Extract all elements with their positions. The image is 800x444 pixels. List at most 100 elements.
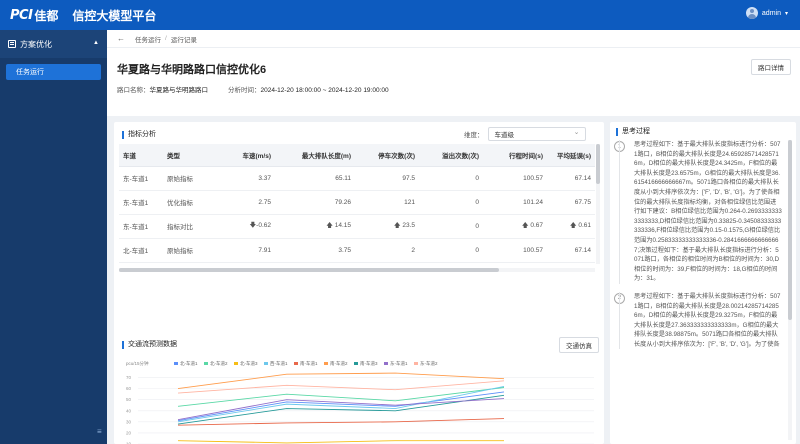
thinking-scrollbar[interactable] bbox=[788, 140, 792, 440]
col-type: 类型 bbox=[163, 144, 219, 167]
table-vertical-scrollbar[interactable] bbox=[596, 144, 600, 264]
back-arrow-icon[interactable]: ← bbox=[117, 34, 125, 43]
dimension-filter: 维度： 车道级 bbox=[464, 127, 586, 141]
chevron-down-icon[interactable]: ▾ bbox=[784, 10, 788, 17]
breadcrumb-item-task-run[interactable]: 任务运行 bbox=[135, 36, 161, 44]
traffic-simulation-button[interactable]: 交通仿真 bbox=[559, 337, 599, 353]
dimension-select[interactable]: 车道级 bbox=[487, 127, 586, 141]
legend-label: 南-车道1 bbox=[300, 360, 318, 367]
legend-swatch bbox=[294, 362, 298, 365]
cell-type: 原始指标 bbox=[163, 166, 219, 191]
legend-swatch bbox=[354, 362, 358, 365]
table-row: 北-车道1 原始指标 7.91 3.75 2 0 100.57 67.14 bbox=[119, 238, 595, 263]
table-header-row: 车道 类型 车速(m/s) 最大排队长度(m) 停车次数(次) 溢出次数(次) … bbox=[119, 144, 595, 167]
arrow-down-icon: 🡇 bbox=[249, 221, 257, 229]
col-speed: 车速(m/s) bbox=[219, 144, 275, 167]
cell-queue: 🡅 14.15 bbox=[275, 214, 355, 239]
cell-type: 原始指标 bbox=[163, 238, 219, 263]
cell-speed: 🡇-0.62 bbox=[219, 214, 275, 239]
cell-lane: 东-车道1 bbox=[119, 190, 163, 215]
legend-swatch bbox=[324, 362, 328, 365]
cell-stops-value: 23.5 bbox=[402, 221, 415, 229]
chart-y-tick-label: 40 bbox=[126, 408, 132, 413]
cell-delay: 67.75 bbox=[547, 190, 595, 215]
scrollbar-thumb[interactable] bbox=[119, 268, 499, 272]
scrollbar-thumb[interactable] bbox=[788, 140, 792, 320]
legend-swatch bbox=[384, 362, 388, 365]
chevron-up-icon[interactable]: ▲ bbox=[93, 40, 99, 46]
breadcrumb-item-run-record: 运行记录 bbox=[170, 36, 197, 44]
cell-lane: 东-车道1 bbox=[119, 214, 163, 239]
cell-travel-value: 0.67 bbox=[530, 221, 543, 229]
col-delay: 平均延误(s) bbox=[547, 144, 595, 167]
thinking-list: 1 思考过程如下：基于最大排队长度指标进行分析：5071路口，B相位的最大排队长… bbox=[614, 140, 782, 442]
chart-y-axis-label: pcu/15分钟 bbox=[126, 360, 149, 367]
page-meta: 路口名称：华夏路与华明路路口 分析时间：2024-12-20 18:00:00 … bbox=[117, 84, 389, 94]
series-line bbox=[177, 418, 505, 426]
chart-y-tick-label: 50 bbox=[126, 397, 132, 402]
traffic-section-title: 交通流预测数据 bbox=[122, 341, 177, 349]
logo: PCI 佳都 bbox=[10, 7, 58, 24]
chart-y-tick-label: 20 bbox=[126, 430, 132, 435]
page-title: 华夏路与华明路路口信控优化6 bbox=[117, 64, 267, 76]
series-line bbox=[177, 398, 505, 421]
cell-type: 优化指标 bbox=[163, 190, 219, 215]
chart-legend: 北-车道1 北-车道2 北-车道3 西-车道1 南-车道1 南-车道2 南-车道3 东-车道1… bbox=[174, 360, 438, 367]
table-row: 东-车道1 优化指标 2.75 79.26 121 0 101.24 67.75 bbox=[119, 190, 595, 215]
legend-label: 南-车道2 bbox=[330, 360, 348, 367]
cell-stops: 🡅 23.5 bbox=[355, 214, 419, 239]
intersection-info: 路口名称：华夏路与华明路路口 bbox=[117, 84, 208, 94]
list-item: 2 思考过程如下：基于最大排队长度指标进行分析：5071路口，B相位的最大排队长… bbox=[614, 291, 782, 350]
menu-icon bbox=[8, 40, 16, 48]
legend-label: 东-车道1 bbox=[390, 360, 408, 367]
logo-brand: 佳都 bbox=[34, 8, 59, 23]
chart-y-tick-label: 10 bbox=[126, 442, 132, 444]
analysis-card: 指标分析 维度： 车道级 车道 类型 车速(m/s) 最大排队长度(m) 停车次… bbox=[114, 122, 604, 444]
sidebar-item-label: 任务运行 bbox=[16, 69, 44, 76]
intersection-name: 华夏路与华明路路口 bbox=[149, 87, 209, 94]
cell-queue: 65.11 bbox=[275, 166, 355, 191]
sidebar-group-plan-optimization[interactable]: 方案优化 ▲ bbox=[0, 30, 107, 58]
cell-queue-value: 14.15 bbox=[334, 221, 351, 229]
intersection-detail-button[interactable]: 路口详情 bbox=[751, 59, 791, 75]
intersection-label: 路口名称： bbox=[117, 87, 150, 94]
legend-swatch bbox=[414, 362, 418, 365]
cell-overflow: 0 bbox=[419, 214, 483, 239]
metrics-section-title: 指标分析 bbox=[122, 131, 156, 139]
breadcrumb-separator: / bbox=[165, 35, 167, 42]
legend-swatch bbox=[234, 362, 238, 365]
col-queue: 最大排队长度(m) bbox=[275, 144, 355, 167]
cell-speed: 3.37 bbox=[219, 166, 275, 191]
cell-overflow: 0 bbox=[419, 238, 483, 263]
cell-type: 指标对比 bbox=[163, 214, 219, 239]
logo-mark: PCI bbox=[10, 7, 33, 23]
cell-speed: 2.75 bbox=[219, 190, 275, 215]
time-range: 2024-12-20 18:00:00 ~ 2024-12-20 19:00:0… bbox=[260, 87, 389, 94]
legend-label: 东-车道2 bbox=[420, 360, 438, 367]
time-label: 分析时间： bbox=[228, 87, 261, 94]
user-name[interactable]: admin bbox=[761, 9, 781, 17]
table-row: 东-车道1 指标对比 🡇-0.62 🡅 14.15 🡅 23.5 0 🡅 0.6… bbox=[119, 214, 595, 239]
cell-overflow: 0 bbox=[419, 190, 483, 215]
cell-travel-time: 100.57 bbox=[483, 166, 547, 191]
user-menu[interactable]: admin ▾ bbox=[745, 7, 788, 19]
series-line bbox=[177, 440, 504, 444]
avatar[interactable] bbox=[745, 7, 758, 19]
sidebar-item-task-run[interactable]: 任务运行 bbox=[6, 64, 101, 80]
metrics-table: 车道 类型 车速(m/s) 最大排队长度(m) 停车次数(次) 溢出次数(次) … bbox=[119, 144, 595, 263]
table-horizontal-scrollbar[interactable] bbox=[119, 268, 595, 272]
arrow-up-icon: 🡅 bbox=[326, 221, 333, 229]
step-text: 思考过程如下：基于最大排队长度指标进行分析：5071路口，B相位的最大排队长度是… bbox=[619, 140, 782, 284]
legend-swatch bbox=[264, 362, 268, 365]
cell-lane: 东-车道1 bbox=[119, 166, 163, 191]
cell-speed-value: -0.62 bbox=[256, 221, 271, 229]
scrollbar-thumb[interactable] bbox=[596, 144, 600, 184]
legend-swatch bbox=[204, 362, 208, 365]
series-line bbox=[177, 372, 505, 390]
cell-stops: 2 bbox=[355, 238, 419, 263]
breadcrumb: ← 任务运行 / 运行记录 bbox=[107, 30, 800, 48]
dimension-label: 维度： bbox=[464, 132, 484, 139]
collapse-icon[interactable]: ≡ bbox=[97, 427, 102, 436]
series-line bbox=[177, 394, 505, 425]
chart-y-tick-label: 60 bbox=[126, 386, 132, 391]
